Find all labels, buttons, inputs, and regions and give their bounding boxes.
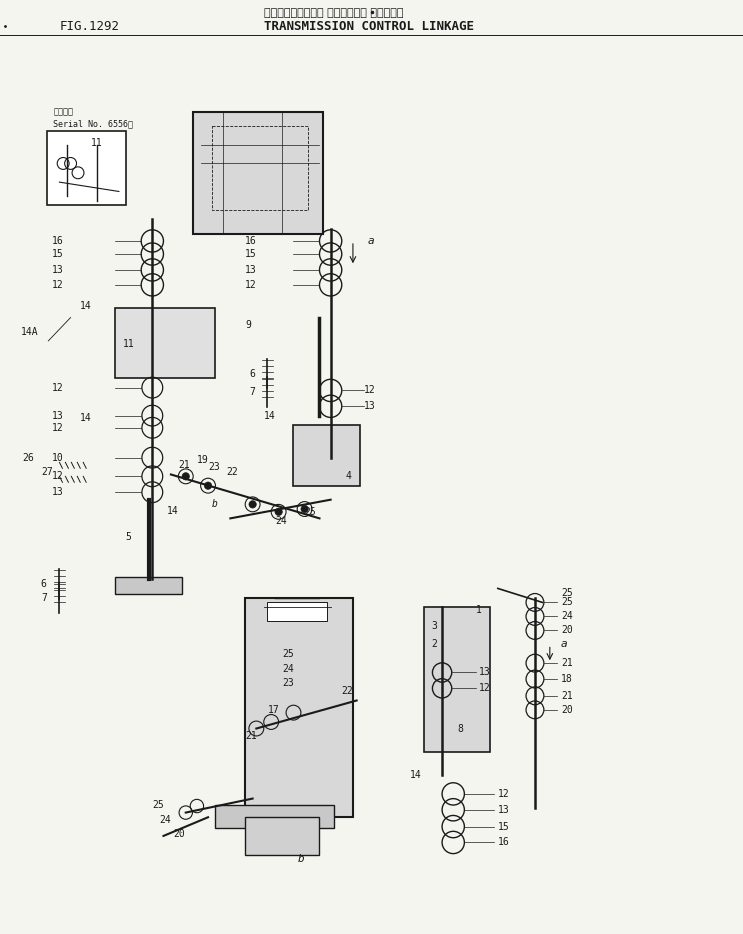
Text: 24: 24 [275,517,287,526]
Bar [215,805,334,828]
Bar [47,131,126,205]
Text: 13: 13 [364,402,376,411]
Text: 24: 24 [282,664,294,673]
Text: 18: 18 [561,674,573,684]
Bar [245,817,319,855]
Text: b: b [212,500,218,509]
Text: 16: 16 [245,236,257,246]
Text: 14: 14 [80,414,92,423]
Text: 適用号機: 適用号機 [53,107,74,117]
Text: 23: 23 [208,462,220,472]
Text: 12: 12 [498,789,510,799]
Text: b: b [297,855,304,864]
Text: 25: 25 [305,507,317,517]
Text: 27: 27 [41,467,53,476]
Text: 16: 16 [498,838,510,847]
Circle shape [301,505,308,513]
Text: 14: 14 [410,771,422,780]
Text: 20: 20 [173,829,185,839]
Text: 7: 7 [249,388,255,397]
Bar [293,425,360,486]
Bar [115,308,215,378]
Text: 14: 14 [264,411,276,420]
Text: 13: 13 [245,265,257,275]
Text: 7: 7 [41,593,47,602]
Text: 13: 13 [479,668,491,677]
Text: TRANSMISSION CONTROL LINKAGE: TRANSMISSION CONTROL LINKAGE [264,20,474,33]
Text: 12: 12 [245,280,257,290]
Text: 23: 23 [282,678,294,687]
Bar [193,112,323,234]
Text: 12: 12 [479,684,491,693]
Text: 21: 21 [178,460,190,470]
Text: 26: 26 [22,453,34,462]
Text: 25: 25 [282,649,294,658]
Bar [424,607,490,752]
Text: 5: 5 [125,532,131,542]
Text: a: a [561,640,568,649]
Bar [115,577,182,594]
Text: 25: 25 [561,598,573,607]
Text: 1: 1 [476,605,481,615]
Text: 21: 21 [245,731,257,741]
Text: 22: 22 [227,467,239,476]
Text: 19: 19 [197,456,209,465]
Text: 2: 2 [431,640,437,649]
Text: 11: 11 [123,339,134,348]
Text: 12: 12 [52,383,64,392]
Text: 4: 4 [345,472,351,481]
Text: 15: 15 [245,249,257,259]
Text: 20: 20 [561,705,573,715]
Text: 6: 6 [41,579,47,588]
Circle shape [275,508,282,516]
Text: 16: 16 [52,236,64,246]
Text: 10: 10 [52,453,64,462]
Text: 15: 15 [52,249,64,259]
Text: 17: 17 [267,705,279,715]
Text: 12: 12 [52,280,64,290]
Text: 22: 22 [342,686,354,696]
Text: 21: 21 [561,691,573,700]
Bar [267,602,327,621]
Text: 13: 13 [52,265,64,275]
Text: 25: 25 [561,588,573,598]
Text: 14: 14 [80,302,92,311]
Text: a: a [368,236,374,246]
Text: Serial No. 6556～: Serial No. 6556～ [53,120,134,129]
Text: 14A: 14A [21,327,39,336]
Text: 14: 14 [167,506,179,516]
Bar [245,598,353,817]
Text: 13: 13 [498,805,510,814]
Circle shape [249,501,256,508]
Text: FIG.1292: FIG.1292 [59,20,120,33]
Text: 13: 13 [52,488,64,497]
Text: 24: 24 [561,612,573,621]
Text: 12: 12 [52,472,64,481]
Text: 6: 6 [249,369,255,378]
Text: 11: 11 [91,138,103,149]
Text: 21: 21 [561,658,573,668]
Circle shape [204,482,212,489]
Text: トランスミッション コントロール リンケージ: トランスミッション コントロール リンケージ [264,8,403,18]
Text: 9: 9 [245,320,251,330]
Text: 25: 25 [152,800,164,810]
Text: 20: 20 [561,626,573,635]
Text: 13: 13 [52,411,64,420]
Text: 12: 12 [364,386,376,395]
Text: 15: 15 [498,822,510,831]
Text: 12: 12 [52,423,64,432]
Text: 3: 3 [431,621,437,630]
Text: 24: 24 [160,815,172,825]
Text: 8: 8 [457,724,463,733]
Circle shape [182,473,189,480]
